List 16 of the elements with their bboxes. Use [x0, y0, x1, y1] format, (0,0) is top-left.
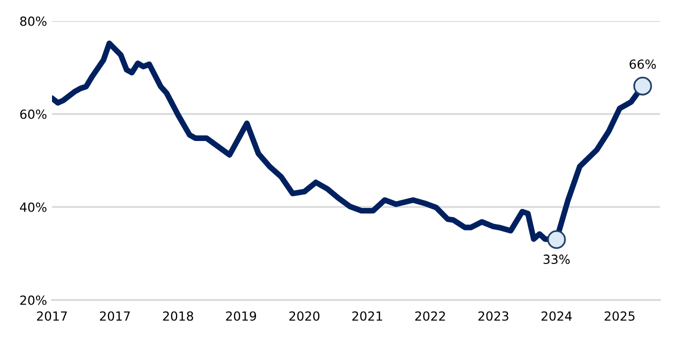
- data-label: 66%: [630, 59, 656, 69]
- x-tick-label: 2021: [352, 311, 382, 321]
- x-tick-label: 2017: [37, 311, 67, 321]
- x-tick-label: 2020: [289, 311, 320, 321]
- x-tick-label: 2025: [604, 311, 634, 321]
- x-tick-label: 2019: [226, 311, 256, 321]
- x-tick-label: 2024: [542, 311, 572, 321]
- x-tick-label: 2023: [478, 311, 508, 321]
- x-tick-label: 2022: [415, 311, 445, 321]
- y-tick-label: 80%: [20, 16, 46, 26]
- y-tick-label: 60%: [20, 109, 46, 119]
- y-tick-label: 40%: [20, 202, 46, 212]
- data-label: 33%: [544, 254, 570, 264]
- x-tick-label: 2018: [163, 311, 194, 321]
- x-tick-label: 2017: [100, 311, 130, 321]
- y-tick-label: 20%: [20, 295, 46, 305]
